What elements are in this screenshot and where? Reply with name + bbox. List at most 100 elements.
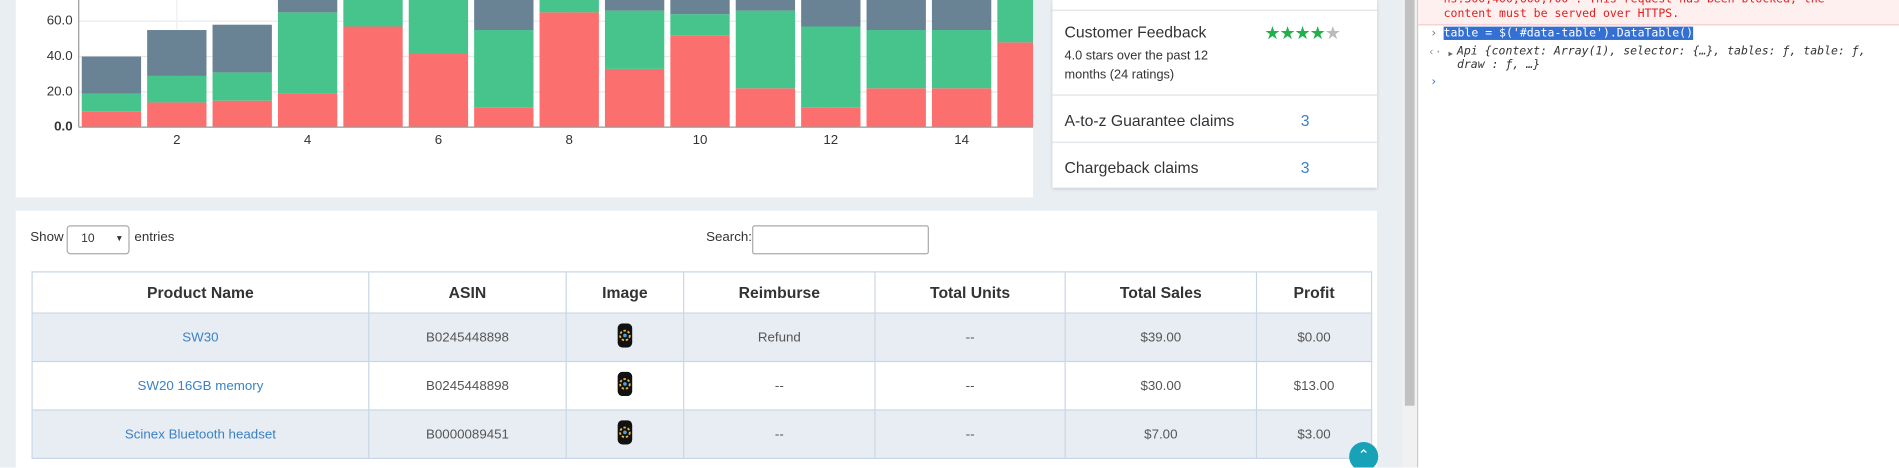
dropdown-arrow: ▼: [115, 234, 124, 244]
units-cell: --: [874, 312, 1066, 363]
table-row: Scinex Bluetooth headset B0000089451 -- -- $…: [31, 409, 1373, 460]
scroll-top-button[interactable]: ⌃: [1349, 442, 1379, 468]
chargeback-row: Chargeback claims 3: [1052, 141, 1378, 189]
scroll-thumb: [1404, 0, 1415, 406]
claims-row: A-to-z Guarantee claims 3: [1052, 94, 1378, 142]
asin-cell: B0245448898: [368, 312, 567, 363]
bar-segment: [277, 12, 338, 94]
show-label: Show: [30, 230, 64, 245]
x-tick-label: 8: [566, 132, 573, 147]
bar-segment: [343, 26, 403, 128]
profit-cell: $13.00: [1255, 360, 1373, 411]
bar-segment: [801, 107, 861, 128]
feedback-text: 4.0 stars over the past 12 months (24 ra…: [1064, 48, 1209, 83]
chargeback-value[interactable]: 3: [1300, 158, 1310, 177]
y-tick-label: 0.0: [54, 119, 73, 134]
sales-cell: $39.00: [1064, 312, 1258, 363]
bar-segment: [539, 0, 599, 13]
error-text: ns:300,400,600,700'. This request has be…: [1443, 0, 1825, 21]
error-row: [1418, 0, 1899, 26]
data-table: Product Name ASIN Image Reimburse Total Unit…: [31, 271, 1373, 460]
bar-segment: [866, 88, 926, 128]
bar-segment: [931, 30, 992, 89]
claims-value[interactable]: 3: [1300, 111, 1310, 130]
header-row: Product Name ASIN Image Reimburse Total Unit…: [31, 271, 1373, 314]
column-header: Image: [565, 271, 685, 314]
bar-segment: [147, 30, 207, 76]
x-tick-label: 6: [435, 132, 442, 147]
x-tick-label: 14: [954, 132, 969, 147]
console-output: Api {context: Array(1), selector: {…}, t…: [1456, 44, 1866, 72]
table-row: SW20 16GB memory B0245448898 -- -- $30.00 $13…: [31, 360, 1373, 411]
x-tick-label: 4: [304, 132, 312, 147]
column-header: Profit: [1255, 271, 1373, 314]
bar-segment: [408, 0, 469, 53]
feedback-title: Customer Feedback: [1064, 23, 1207, 42]
bar-segment: [343, 0, 403, 27]
bar-segment: [866, 0, 926, 31]
length-value: 10: [81, 232, 95, 246]
product-link[interactable]: Scinex Bluetooth headset: [31, 409, 370, 460]
bar-segment: [604, 68, 665, 128]
chargeback-label: Chargeback claims: [1064, 158, 1199, 177]
bar-segment: [670, 0, 730, 15]
x-tick-label: 10: [693, 132, 708, 147]
asin-cell: B0245448898: [368, 360, 567, 411]
image-cell: [565, 360, 685, 411]
product-image: [617, 323, 633, 348]
x-tick-label: 12: [823, 132, 838, 147]
image-cell: [565, 312, 685, 363]
image-cell: [565, 409, 685, 460]
feedback-row: Customer Feedback ★★★★★ 4.0 stars over t…: [1052, 9, 1378, 96]
profit-cell: $3.00: [1255, 409, 1373, 460]
column-header: Reimburse: [683, 271, 876, 314]
prompt[interactable]: ›: [1430, 75, 1438, 89]
product-image: [617, 420, 633, 445]
column-header: Product Name: [31, 271, 370, 314]
chart-card: 0.0 20.0 40.0 60.0 2 4 6 8 10 12 14: [15, 0, 1057, 198]
bar-segment: [147, 75, 207, 103]
bar-segment: [931, 0, 992, 31]
product-link[interactable]: SW30: [31, 312, 370, 363]
reimburse-cell: --: [683, 360, 876, 411]
product-image: [617, 371, 633, 397]
bar-segment: [735, 0, 796, 11]
bar-segment: [539, 12, 599, 128]
bar-segment: [408, 52, 469, 128]
bar-segment: [604, 0, 665, 11]
devtools-console: ns:300,400,600,700'. This request has be…: [1416, 0, 1899, 468]
bar-segment: [81, 111, 142, 128]
bar-segment: [931, 88, 992, 128]
bar-segment: [604, 10, 665, 69]
bar-segment: [212, 72, 272, 101]
prompt: ›: [1430, 26, 1438, 40]
bar-segment: [670, 14, 730, 36]
asin-cell: B0000089451: [368, 409, 567, 460]
star: ★: [1324, 23, 1341, 44]
length-select[interactable]: 10 ▼: [66, 225, 130, 255]
bar-segment: [866, 30, 926, 89]
rating-stars: ★★★★★: [1264, 22, 1341, 44]
stats-panel: Customer Feedback ★★★★★ 4.0 stars over t…: [1052, 0, 1378, 189]
bar-segment: [277, 0, 338, 13]
product-link[interactable]: SW20 16GB memory: [31, 360, 370, 411]
table-row: SW30 B0245448898 Refund -- $39.00 $0.00: [31, 312, 1373, 363]
return-arrow: ‹·: [1427, 46, 1442, 60]
search-input[interactable]: [752, 225, 929, 255]
claims-label: A-to-z Guarantee claims: [1064, 111, 1235, 130]
column-header: Total Sales: [1064, 271, 1258, 314]
x-tick-label: 2: [173, 132, 180, 147]
bar-segment: [474, 0, 534, 31]
bar-segment: [670, 35, 730, 128]
column-header: ASIN: [368, 271, 567, 314]
y-tick-label: 20.0: [47, 83, 73, 98]
bar-segment: [81, 56, 142, 94]
bar-segment: [474, 30, 534, 108]
profit-cell: $0.00: [1255, 312, 1373, 363]
bar-segment: [735, 88, 796, 128]
star: ★: [1294, 23, 1311, 44]
entries-label: entries: [134, 230, 175, 245]
bar-segment: [277, 93, 338, 128]
